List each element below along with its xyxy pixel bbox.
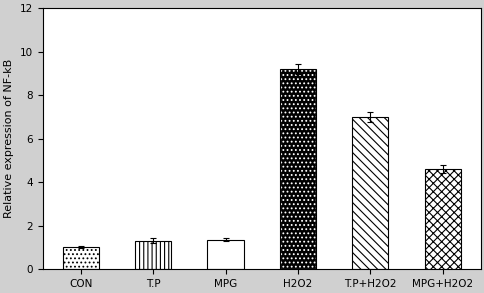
- Y-axis label: Relative expression of NF-kB: Relative expression of NF-kB: [4, 59, 14, 218]
- Bar: [279, 69, 316, 269]
- Bar: [62, 247, 99, 269]
- Bar: [135, 241, 171, 269]
- Bar: [351, 117, 388, 269]
- Bar: [279, 69, 316, 269]
- Bar: [424, 169, 460, 269]
- Bar: [207, 240, 243, 269]
